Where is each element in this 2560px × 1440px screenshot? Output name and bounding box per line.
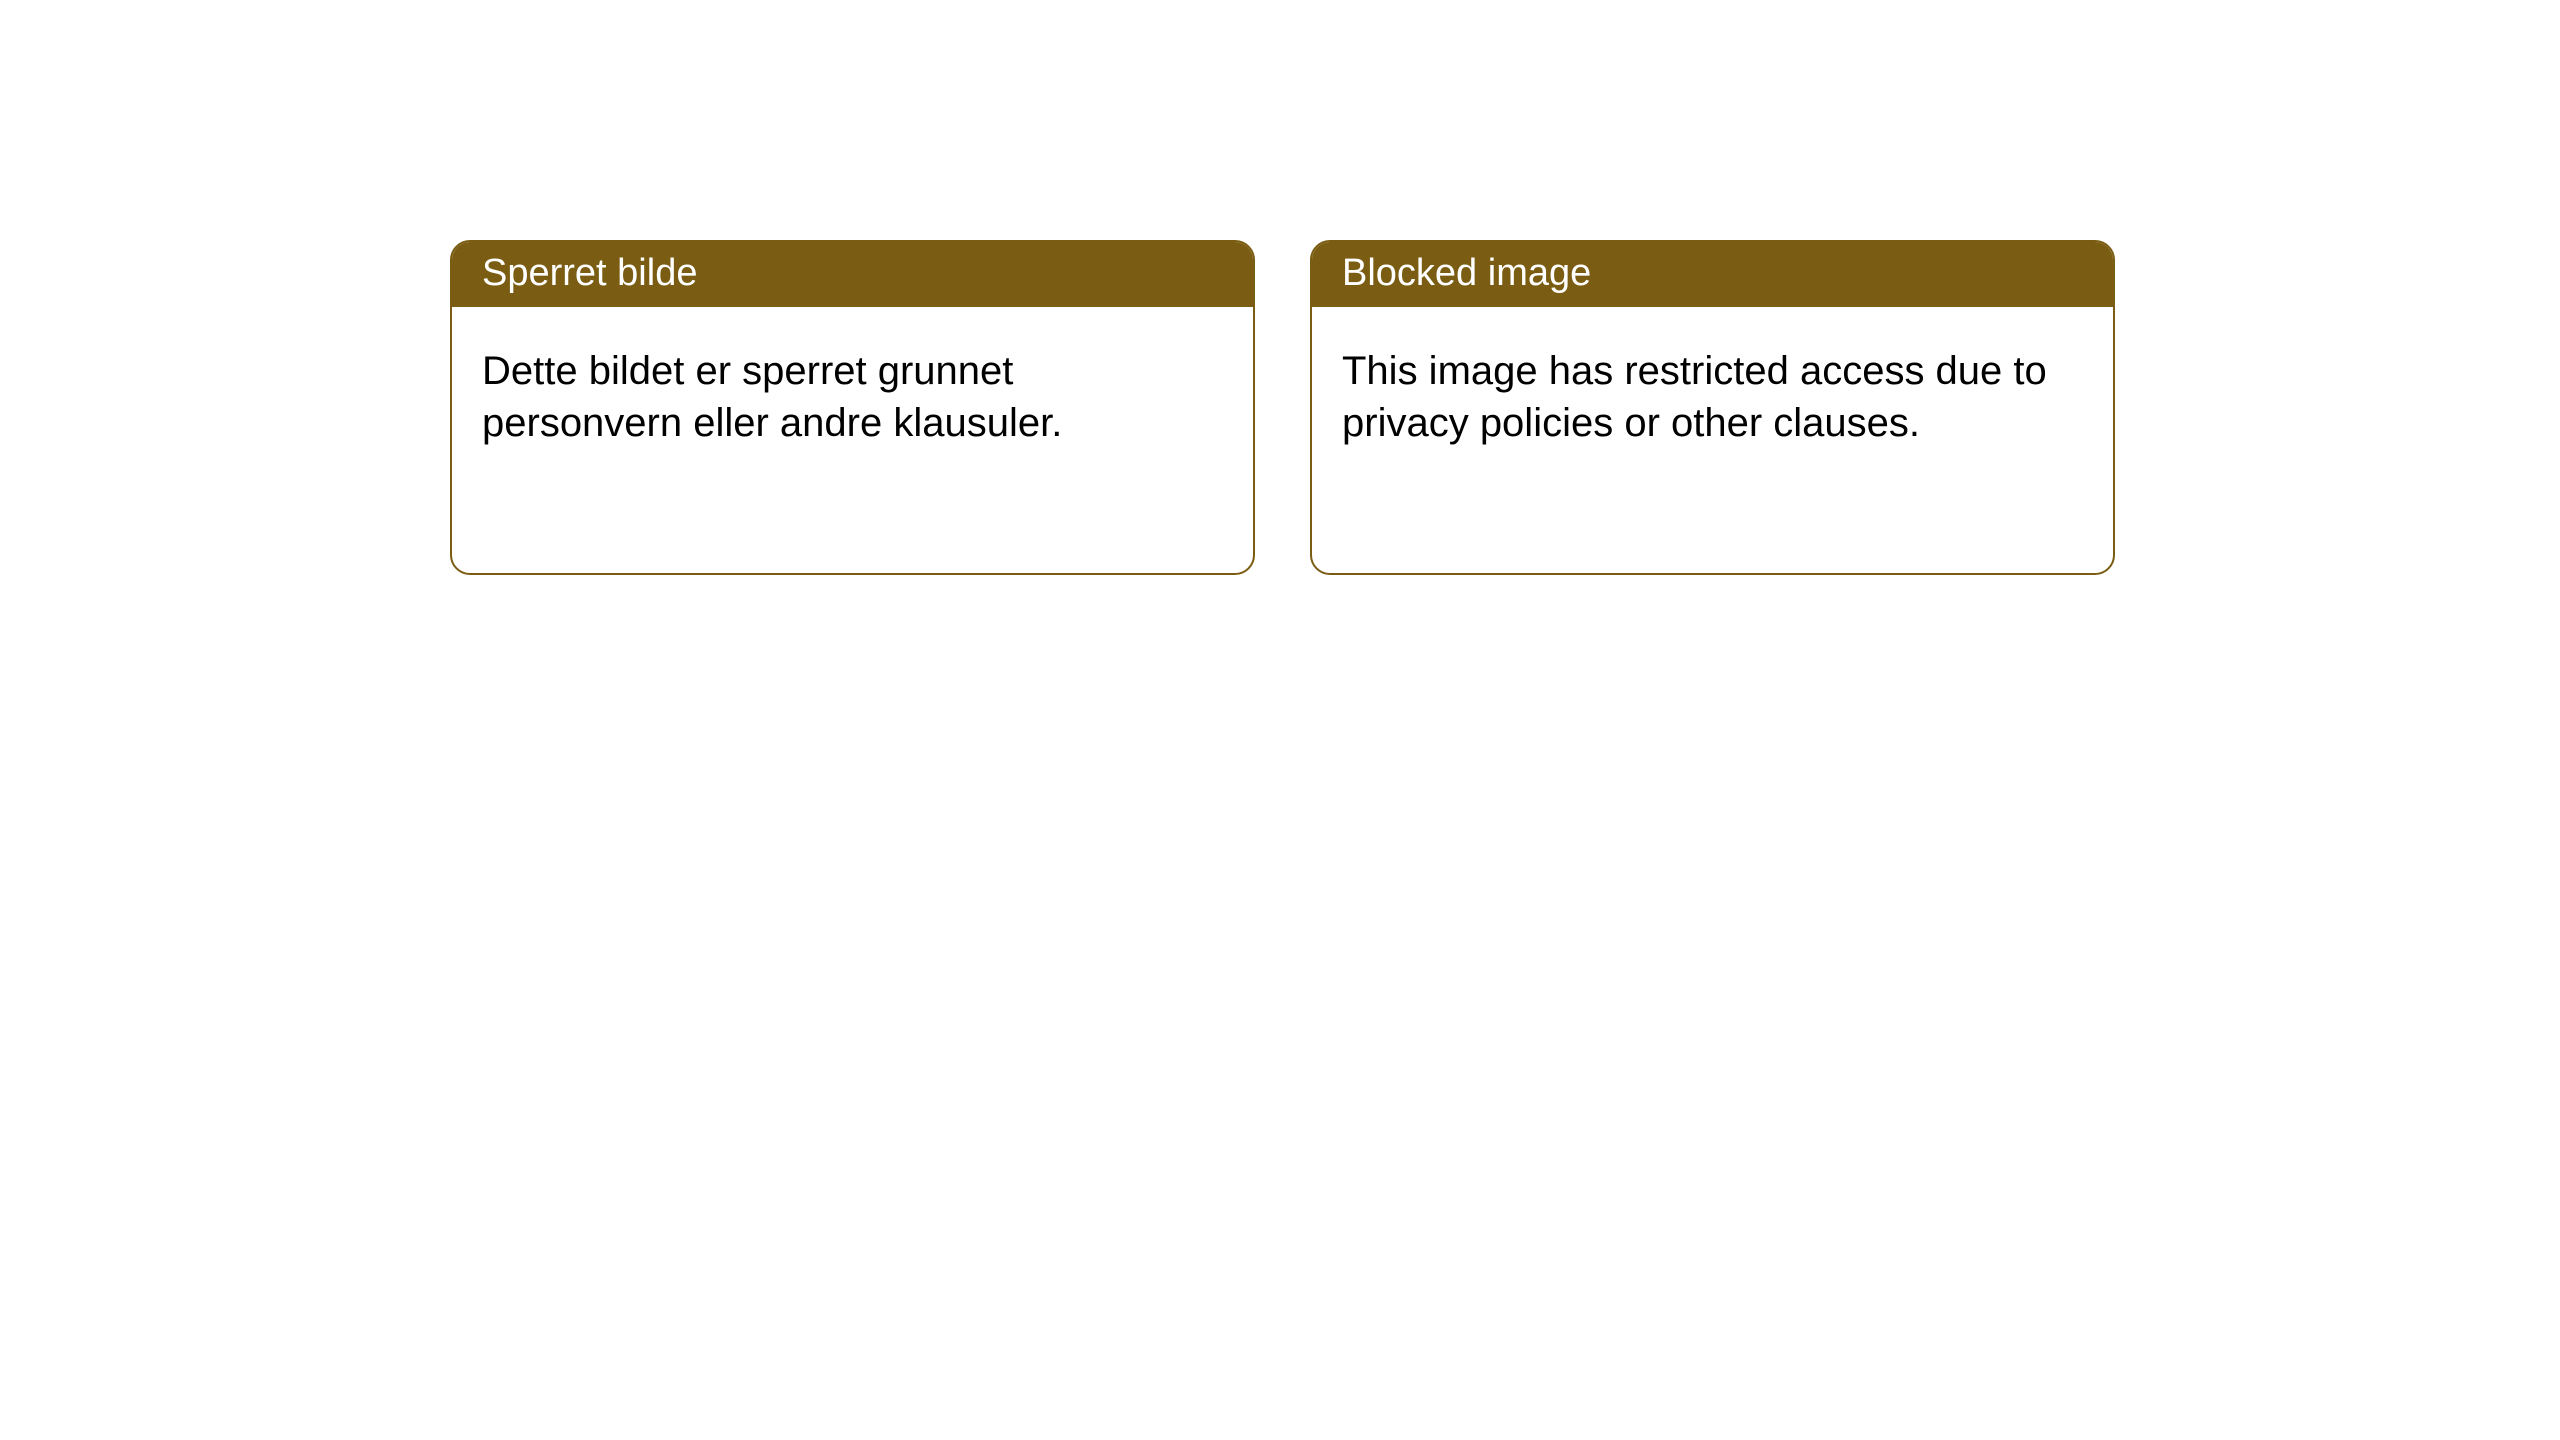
card-title: Sperret bilde [482, 252, 697, 294]
card-body: This image has restricted access due to … [1312, 307, 2113, 487]
card-body: Dette bildet er sperret grunnet personve… [452, 307, 1253, 487]
card-title: Blocked image [1342, 252, 1591, 294]
card-header: Blocked image [1312, 242, 2113, 307]
notice-cards-container: Sperret bilde Dette bildet er sperret gr… [450, 240, 2115, 575]
card-body-text: This image has restricted access due to … [1342, 349, 2047, 445]
card-body-text: Dette bildet er sperret grunnet personve… [482, 349, 1062, 445]
notice-card-english: Blocked image This image has restricted … [1310, 240, 2115, 575]
card-header: Sperret bilde [452, 242, 1253, 307]
notice-card-norwegian: Sperret bilde Dette bildet er sperret gr… [450, 240, 1255, 575]
